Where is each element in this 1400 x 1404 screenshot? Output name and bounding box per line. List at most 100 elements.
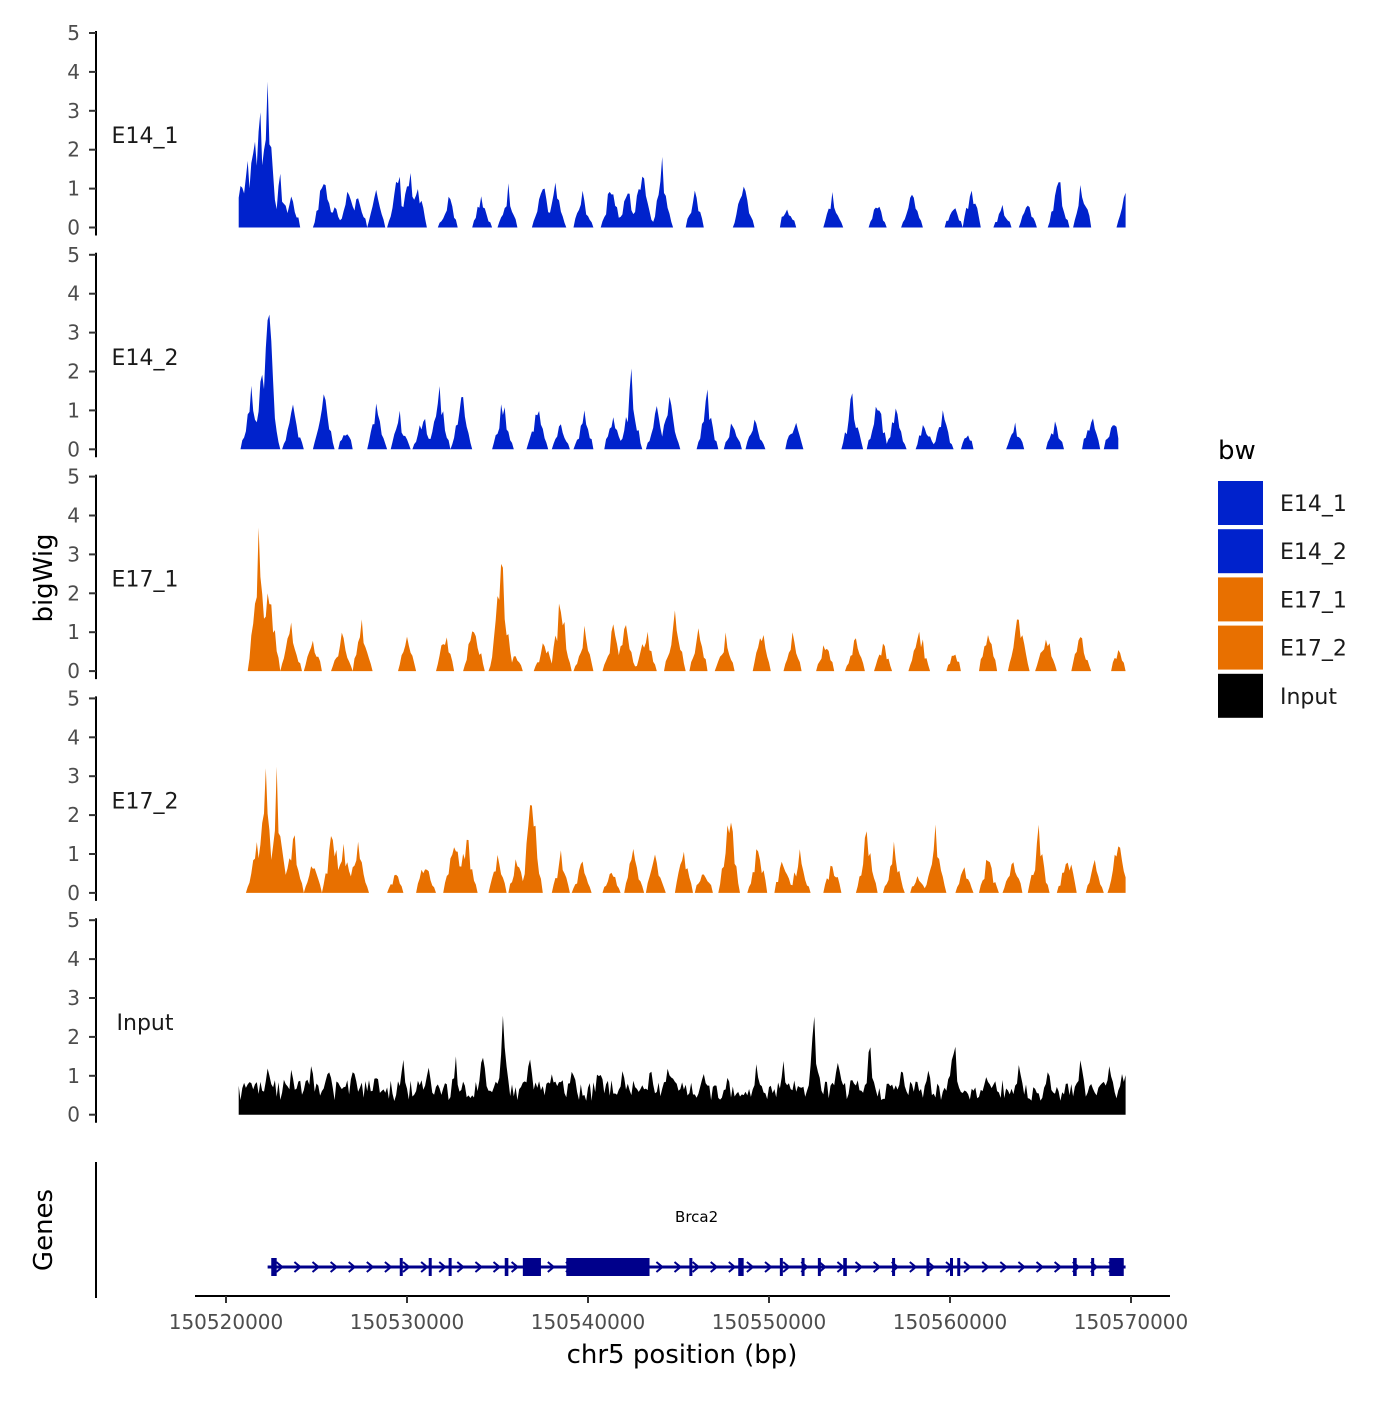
x-tick-label: 150570000 [1074, 1310, 1189, 1334]
strand-arrow-icon [348, 1261, 357, 1273]
gene-exon [522, 1258, 541, 1276]
strand-arrow-icon [601, 1261, 610, 1273]
y-tick-label: 3 [67, 99, 80, 123]
strand-arrow-icon [746, 1261, 755, 1273]
strand-arrow-icon [492, 1261, 502, 1273]
legend-label-E14_1: E14_1 [1280, 492, 1347, 517]
gene-name-label: Brca2 [675, 1208, 718, 1226]
y-tick-label: 2 [67, 360, 80, 384]
track-label-E14_1: E14_1 [112, 124, 179, 149]
y-tick-label: 2 [67, 1025, 80, 1049]
x-tick-label: 150540000 [531, 1310, 646, 1334]
x-tick-label: 150520000 [169, 1310, 284, 1334]
strand-arrow-icon [1053, 1261, 1063, 1273]
strand-arrow-icon [1108, 1261, 1117, 1273]
strand-arrow-icon [637, 1261, 646, 1273]
y-tick-label: 5 [67, 465, 80, 489]
y-tick-label: 2 [67, 581, 80, 605]
y-tick-label: 5 [67, 243, 80, 267]
strand-arrow-icon [529, 1261, 538, 1273]
strand-arrow-icon [764, 1261, 773, 1273]
gene-exon [817, 1258, 821, 1276]
strand-arrow-icon [565, 1261, 574, 1273]
strand-arrow-icon [782, 1261, 791, 1273]
y-tick-label: 3 [67, 986, 80, 1010]
strand-arrow-icon [854, 1261, 864, 1273]
strand-arrow-icon [384, 1261, 393, 1273]
strand-arrow-icon [909, 1261, 918, 1273]
y-tick-label: 4 [67, 725, 80, 749]
track-Input: 0 1 2 3 4 5 Input [67, 908, 1126, 1127]
strand-arrow-icon [836, 1261, 845, 1273]
track-label-E17_1: E17_1 [112, 568, 179, 593]
strand-arrow-icon [1072, 1261, 1081, 1273]
legend-key-Input [1218, 673, 1263, 718]
strand-arrow-icon [927, 1261, 936, 1273]
gene-exon [689, 1258, 693, 1276]
legend-label-E17_1: E17_1 [1280, 588, 1347, 613]
signal-area-E14_1 [238, 81, 1126, 228]
gene-model [267, 1258, 1126, 1276]
gene-track: Brca2 [95, 1162, 1126, 1298]
x-tick-label: 150550000 [712, 1310, 827, 1334]
x-axis-title: chr5 position (bp) [567, 1340, 798, 1370]
strand-arrow-icon [311, 1261, 321, 1273]
strand-arrow-icon [583, 1261, 592, 1273]
strand-arrow-icon [619, 1261, 628, 1273]
track-E17_1: 0 1 2 3 4 5 E17_1 [67, 465, 1126, 683]
strand-arrow-icon [474, 1261, 483, 1273]
signal-area-E14_2 [238, 314, 1119, 450]
legend-label-Input: Input [1280, 685, 1337, 710]
y-tick-label: 4 [67, 947, 80, 971]
strand-arrow-icon [329, 1261, 339, 1273]
gene-track-title: Genes [29, 1189, 59, 1271]
y-tick-label: 1 [67, 398, 80, 422]
strand-arrow-icon [891, 1261, 900, 1273]
track-E14_1: 0 1 2 3 4 5 E14_1 [67, 21, 1126, 240]
y-tick-label: 4 [67, 282, 80, 306]
strand-arrow-icon [402, 1261, 411, 1273]
y-tick-label: 0 [67, 437, 80, 461]
gene-exon [779, 1258, 783, 1276]
y-tick-label: 2 [67, 138, 80, 162]
signal-area-E17_2 [238, 766, 1126, 893]
strand-arrow-icon [547, 1261, 556, 1273]
strand-arrow-icon [999, 1261, 1008, 1273]
y-tick-label: 0 [67, 659, 80, 683]
y-tick-label: 5 [67, 686, 80, 710]
signal-area-E17_1 [238, 527, 1126, 672]
gene-exon [1091, 1258, 1095, 1276]
strand-arrow-icon [655, 1261, 664, 1273]
bigwig-tracks: 0 1 2 3 4 5 E14_1 0 1 2 3 4 5 E14_2 0 1 2 3 4 5 E17_1 0 1 2 3 4 5 E… [67, 21, 1126, 1127]
signal-area-Input [238, 1015, 1126, 1115]
strand-arrow-icon [800, 1261, 809, 1273]
legend-key-E17_1 [1218, 577, 1263, 622]
strand-arrow-icon [510, 1261, 520, 1273]
gene-exon [738, 1258, 744, 1276]
y-tick-label: 2 [67, 803, 80, 827]
y-tick-label: 3 [67, 321, 80, 345]
x-tick-label: 150530000 [350, 1310, 465, 1334]
y-tick-label: 1 [67, 177, 80, 201]
legend-label-E17_2: E17_2 [1280, 637, 1347, 662]
track-label-E14_2: E14_2 [112, 346, 179, 371]
gene-exon [801, 1258, 805, 1276]
strand-arrow-icon [728, 1261, 737, 1273]
y-tick-label: 0 [67, 1103, 80, 1127]
strand-arrow-icon [420, 1261, 429, 1273]
strand-arrow-icon [872, 1261, 882, 1273]
y-tick-label: 1 [67, 1064, 80, 1088]
track-label-Input: Input [117, 1011, 174, 1036]
legend-key-E14_1 [1218, 481, 1263, 525]
y-tick-label: 1 [67, 620, 80, 644]
strand-arrow-icon [818, 1261, 827, 1273]
legend: bw E14_1 E14_2 E17_1 E17_2 Input [1218, 436, 1347, 718]
strand-arrow-icon [945, 1261, 954, 1273]
y-tick-label: 5 [67, 21, 80, 45]
y-tick-label: 3 [67, 542, 80, 566]
y-tick-label: 1 [67, 842, 80, 866]
y-tick-label: 3 [67, 764, 80, 788]
gene-exon [957, 1258, 961, 1276]
legend-key-E17_2 [1218, 625, 1263, 670]
